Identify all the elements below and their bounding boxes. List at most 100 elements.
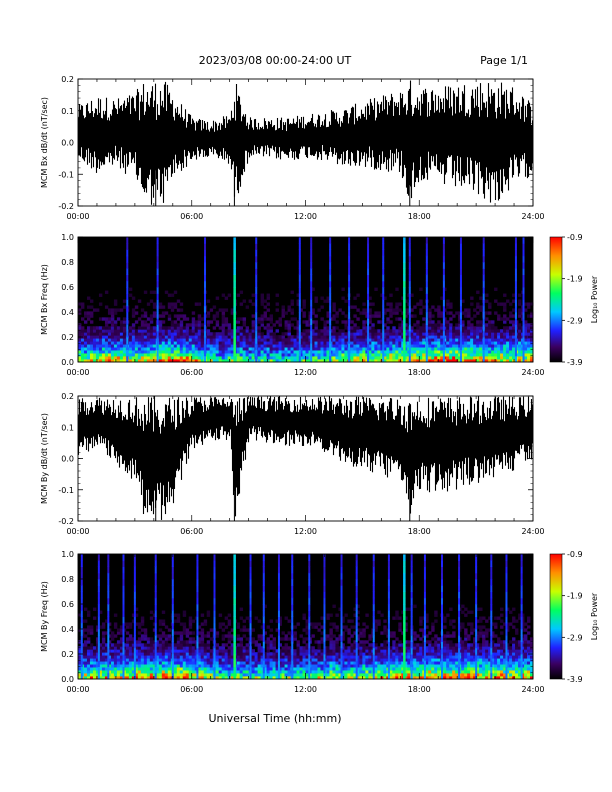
spectrogram-cell bbox=[497, 353, 501, 357]
spectrogram-cell bbox=[167, 670, 172, 674]
spectrogram-cell bbox=[458, 356, 462, 360]
spectrogram-cell bbox=[140, 347, 145, 351]
spectrogram-cell bbox=[143, 655, 148, 659]
spectrogram-cell bbox=[119, 673, 124, 677]
spectrogram-cell bbox=[209, 667, 214, 671]
spectrogram-cell bbox=[119, 323, 124, 327]
spectrogram-cell bbox=[161, 667, 166, 671]
spectrogram-cell bbox=[440, 344, 444, 348]
spectrogram-cell bbox=[368, 302, 372, 306]
spectrogram-cell bbox=[179, 631, 184, 635]
spectrogram-cell bbox=[236, 622, 241, 626]
spectrogram-cell bbox=[143, 670, 148, 674]
burst-segment bbox=[348, 324, 351, 332]
spectrogram-cell bbox=[491, 326, 495, 330]
spectrogram-cell bbox=[362, 350, 366, 354]
spectrogram-cell bbox=[230, 670, 235, 674]
spectrogram-cell bbox=[140, 664, 145, 668]
spectrogram-cell bbox=[530, 332, 534, 336]
spectrogram-cell bbox=[311, 353, 315, 357]
spectrogram-cell bbox=[398, 323, 402, 327]
spectrogram-cell bbox=[161, 359, 166, 363]
spectrogram-cell bbox=[242, 649, 247, 653]
spectrogram-cell bbox=[419, 353, 423, 357]
spectrogram-cell bbox=[488, 329, 492, 333]
spectrogram-cell bbox=[158, 649, 163, 653]
spectrogram-cell bbox=[173, 314, 178, 318]
spectrogram-cell bbox=[239, 335, 244, 339]
spectrogram-cell bbox=[452, 356, 456, 360]
spectrogram-cell bbox=[251, 359, 256, 363]
spectrogram-cell bbox=[302, 344, 306, 348]
burst-segment bbox=[408, 255, 411, 263]
spectrogram-cell bbox=[179, 332, 184, 336]
spectrogram-cell bbox=[374, 359, 378, 363]
spectrogram-cell bbox=[449, 335, 453, 339]
spectrogram-cell bbox=[239, 359, 244, 363]
burst-segment bbox=[408, 268, 411, 275]
spectrogram-cell bbox=[119, 655, 124, 659]
spectrogram-cell bbox=[242, 344, 247, 348]
spectrogram-cell bbox=[110, 323, 115, 327]
spectrogram-cell bbox=[266, 332, 270, 336]
spectrogram-cell bbox=[395, 335, 399, 339]
burst-segment bbox=[482, 237, 485, 244]
spectrogram-cell bbox=[140, 326, 145, 330]
spectrogram-cell bbox=[224, 347, 229, 351]
spectrogram-cell bbox=[362, 329, 366, 333]
spectrogram-cell bbox=[416, 350, 420, 354]
spectrogram-cell bbox=[116, 676, 121, 680]
spectrogram-cell bbox=[362, 356, 366, 360]
spectrogram-cell bbox=[98, 625, 103, 629]
spectrogram-cell bbox=[227, 323, 232, 327]
spectrogram-cell bbox=[479, 335, 483, 339]
spectrogram-cell bbox=[140, 308, 145, 312]
spectrogram-cell bbox=[173, 649, 178, 653]
spectrogram-cell bbox=[179, 622, 184, 626]
burst-segment bbox=[233, 312, 236, 319]
spectrogram-cell bbox=[212, 335, 217, 339]
spectrogram-cell bbox=[140, 341, 145, 345]
spectrogram-cell bbox=[149, 643, 154, 647]
spectrogram-cell bbox=[371, 350, 375, 354]
spectrogram-cell bbox=[179, 308, 184, 312]
spectrogram-cell bbox=[473, 350, 477, 354]
spectrogram-cell bbox=[107, 338, 112, 342]
spectrogram-cell bbox=[89, 643, 94, 647]
spectrogram-cell bbox=[182, 350, 187, 354]
burst-segment bbox=[233, 237, 236, 244]
spectrogram-cell bbox=[128, 658, 133, 662]
spectrogram-cell bbox=[140, 353, 145, 357]
spectrogram-cell bbox=[194, 329, 199, 333]
spectrogram-cell bbox=[149, 299, 154, 303]
spectrogram-cell bbox=[86, 673, 91, 677]
spectrogram-cell bbox=[260, 658, 264, 662]
spectrogram-cell bbox=[197, 670, 202, 674]
spectrogram-cell bbox=[401, 341, 405, 345]
spectrogram-cell bbox=[224, 655, 229, 659]
spectrogram-cell bbox=[491, 329, 495, 333]
spectrogram-cell bbox=[191, 326, 196, 330]
spectrogram-cell bbox=[530, 356, 534, 360]
spectrogram-cell bbox=[509, 350, 513, 354]
spectrogram-cell bbox=[470, 317, 474, 321]
spectrogram-cell bbox=[302, 332, 306, 336]
spectrogram-cell bbox=[227, 634, 232, 638]
spectrogram-cell bbox=[143, 323, 148, 327]
burst-segment bbox=[425, 318, 428, 325]
spectrogram-cell bbox=[212, 347, 217, 351]
spectrogram-cell bbox=[506, 356, 510, 360]
spectrogram-cell bbox=[218, 308, 223, 312]
spectrogram-cell bbox=[464, 347, 468, 351]
spectrogram-cell bbox=[182, 631, 187, 635]
spectrogram-cell bbox=[137, 335, 142, 339]
burst-segment bbox=[382, 349, 385, 357]
spectrogram-cell bbox=[131, 311, 136, 315]
spectrogram-cell bbox=[83, 341, 88, 345]
spectrogram-cell bbox=[167, 305, 172, 309]
burst-segment bbox=[408, 237, 411, 244]
spectrogram-cell bbox=[266, 673, 270, 677]
spectrogram-cell bbox=[416, 326, 420, 330]
spectrogram-cell bbox=[83, 619, 88, 623]
spectrogram-cell bbox=[437, 311, 441, 315]
